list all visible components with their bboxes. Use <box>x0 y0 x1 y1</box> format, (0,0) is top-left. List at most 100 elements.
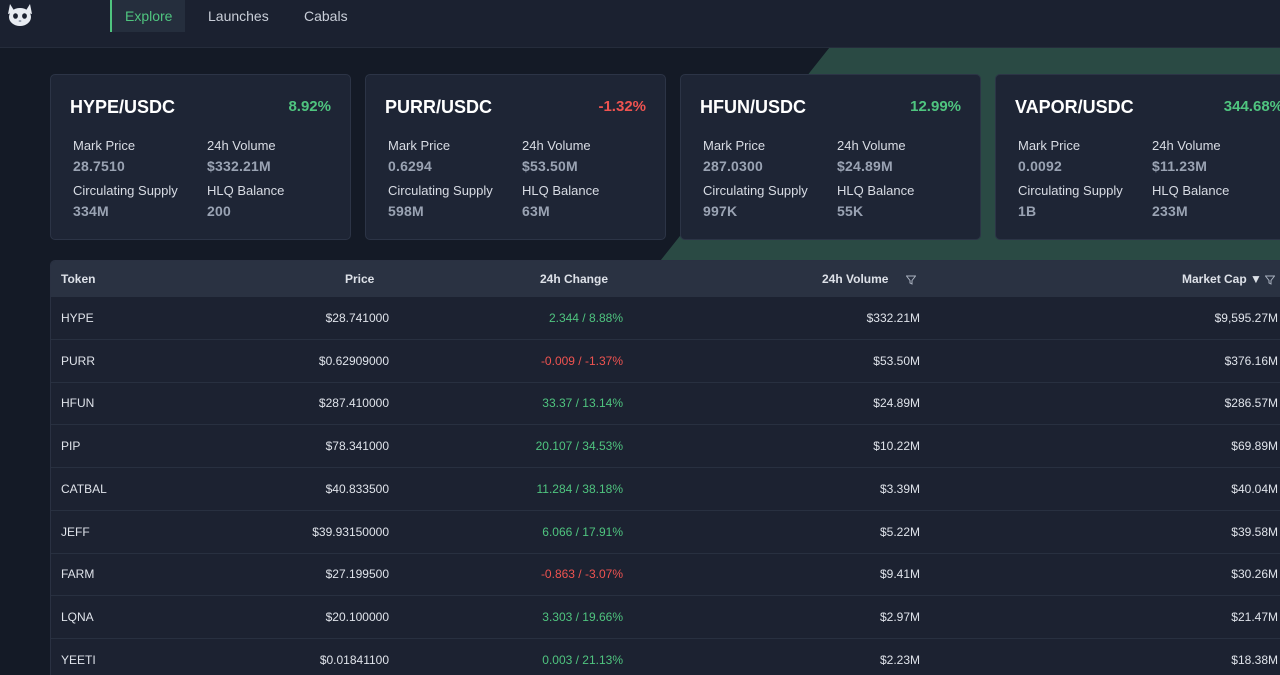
supply-label: Circulating Supply <box>1018 183 1123 198</box>
price-cell: $0.62909000 <box>318 353 389 368</box>
market-cap-cell: $18.38M <box>1231 652 1278 667</box>
supply-value: 598M <box>388 203 424 219</box>
table-row[interactable]: HFUN $287.410000 33.37 / 13.14% $24.89M $286… <box>51 382 1280 426</box>
change-cell: -0.863 / -3.07% <box>540 567 623 582</box>
volume-value: $24.89M <box>837 158 893 174</box>
token-table: Token Price 24h Change 24h Volume Market… <box>50 260 1280 675</box>
token-cell: PURR <box>61 353 96 368</box>
table-row[interactable]: FARM $27.199500 -0.863 / -3.07% $9.41M $30.2… <box>51 553 1280 597</box>
balance-label: HLQ Balance <box>837 183 915 198</box>
tab-cabals[interactable]: Cabals <box>304 8 348 24</box>
card-pair-name: VAPOR/USDC <box>1015 97 1134 117</box>
price-cell: $27.199500 <box>325 567 389 582</box>
top-navbar: Explore Launches Cabals <box>0 0 1280 48</box>
market-cap-cell: $21.47M <box>1231 609 1278 624</box>
market-cap-cell: $376.16M <box>1224 353 1278 368</box>
header-token[interactable]: Token <box>61 272 96 286</box>
mark-price-label: Mark Price <box>388 138 451 153</box>
token-cell: FARM <box>61 567 95 582</box>
pair-card-hype[interactable]: HYPE/USDC 8.92% Mark Price 28.7510 24h V… <box>50 74 351 240</box>
mark-price-label: Mark Price <box>703 138 766 153</box>
supply-label: Circulating Supply <box>73 183 178 198</box>
change-cell: 2.344 / 8.88% <box>548 311 623 325</box>
market-cap-cell: $30.26M <box>1231 567 1278 582</box>
card-pair-name: PURR/USDC <box>385 97 493 117</box>
volume-label: 24h Volume <box>522 138 591 153</box>
volume-cell: $53.50M <box>873 353 920 368</box>
card-change-percent: 12.99% <box>910 98 961 115</box>
volume-value: $11.23M <box>1152 158 1208 174</box>
price-cell: $20.100000 <box>325 609 389 624</box>
balance-value: 63M <box>522 203 550 219</box>
supply-value: 334M <box>73 203 109 219</box>
market-cap-filter-icon[interactable] <box>1265 261 1275 297</box>
tab-launches[interactable]: Launches <box>208 8 269 24</box>
market-cap-cell: $286.57M <box>1224 396 1278 411</box>
balance-label: HLQ Balance <box>207 183 285 198</box>
price-cell: $78.341000 <box>325 439 389 454</box>
change-cell: 3.303 / 19.66% <box>542 609 623 624</box>
volume-filter-icon[interactable] <box>906 261 916 297</box>
balance-value: 200 <box>207 203 231 219</box>
volume-cell: $3.39M <box>879 481 920 496</box>
mark-price-label: Mark Price <box>73 138 136 153</box>
table-row[interactable]: CATBAL $40.833500 11.284 / 38.18% $3.39M $40… <box>51 468 1280 511</box>
card-pair-name: HYPE/USDC <box>70 97 176 117</box>
token-cell: PIP <box>61 439 81 454</box>
volume-label: 24h Volume <box>837 138 906 153</box>
header-price[interactable]: Price <box>345 272 375 286</box>
header-market-cap[interactable]: Market Cap ▼ <box>1182 272 1262 286</box>
price-cell: $0.01841100 <box>319 652 389 667</box>
table-row[interactable]: YEETI $0.01841100 0.003 / 21.13% $2.23M $18.… <box>51 639 1280 675</box>
mark-price-value: 0.0092 <box>1018 158 1063 174</box>
volume-value: $332.21M <box>207 158 271 174</box>
pair-card-hfun[interactable]: HFUN/USDC 12.99% Mark Price 287.0300 24h… <box>680 74 981 240</box>
supply-label: Circulating Supply <box>388 183 493 198</box>
header-24h-volume[interactable]: 24h Volume <box>822 272 889 286</box>
table-row[interactable]: PIP $78.341000 20.107 / 34.53% $10.22M $69.8… <box>51 425 1280 469</box>
mark-price-label: Mark Price <box>1018 138 1081 153</box>
market-cap-cell: $69.89M <box>1231 439 1278 454</box>
token-cell: JEFF <box>61 524 90 539</box>
token-cell: HYPE <box>61 311 94 325</box>
token-cell: CATBAL <box>61 481 107 496</box>
table-row[interactable]: PURR $0.62909000 -0.009 / -1.37% $53.50M $37… <box>51 340 1280 383</box>
price-cell: $39.93150000 <box>312 524 389 539</box>
table-row[interactable]: LQNA $20.100000 3.303 / 19.66% $2.97M $21.47… <box>51 596 1280 639</box>
volume-cell: $332.21M <box>866 311 920 325</box>
volume-cell: $2.97M <box>879 609 920 624</box>
supply-value: 997K <box>703 203 738 219</box>
balance-label: HLQ Balance <box>1152 183 1230 198</box>
card-pair-name: HFUN/USDC <box>700 97 806 117</box>
market-cap-cell: $39.58M <box>1231 524 1278 539</box>
table-row[interactable]: JEFF $39.93150000 6.066 / 17.91% $5.22M $39.… <box>51 511 1280 554</box>
volume-cell: $10.22M <box>873 439 920 454</box>
token-cell: HFUN <box>61 396 95 411</box>
change-cell: 20.107 / 34.53% <box>535 439 623 454</box>
supply-label: Circulating Supply <box>703 183 808 198</box>
change-cell: 11.284 / 38.18% <box>536 481 623 496</box>
tab-explore[interactable]: Explore <box>110 0 186 32</box>
mark-price-value: 28.7510 <box>73 158 126 174</box>
volume-label: 24h Volume <box>1152 138 1221 153</box>
volume-cell: $2.23M <box>879 652 920 667</box>
price-cell: $287.410000 <box>318 396 389 411</box>
cat-logo-icon[interactable] <box>4 0 36 30</box>
balance-value: 233M <box>1152 203 1188 219</box>
change-cell: 6.066 / 17.91% <box>542 524 623 539</box>
volume-cell: $24.89M <box>873 396 920 411</box>
supply-value: 1B <box>1018 203 1037 219</box>
change-cell: -0.009 / -1.37% <box>540 353 623 368</box>
volume-cell: $5.22M <box>879 524 920 539</box>
price-cell: $28.741000 <box>325 311 389 325</box>
table-row[interactable]: HYPE $28.741000 2.344 / 8.88% $332.21M $9,59… <box>51 297 1280 340</box>
pair-card-purr[interactable]: PURR/USDC -1.32% Mark Price 0.6294 24h V… <box>365 74 666 240</box>
header-24h-change[interactable]: 24h Change <box>540 272 609 286</box>
balance-label: HLQ Balance <box>522 183 600 198</box>
pair-card-vapor[interactable]: VAPOR/USDC 344.68% Mark Price 0.0092 24h… <box>995 74 1280 240</box>
volume-value: $53.50M <box>522 158 578 174</box>
token-cell: LQNA <box>61 609 94 624</box>
price-cell: $40.833500 <box>325 481 389 496</box>
volume-cell: $9.41M <box>879 567 920 582</box>
card-change-percent: -1.32% <box>598 98 646 115</box>
